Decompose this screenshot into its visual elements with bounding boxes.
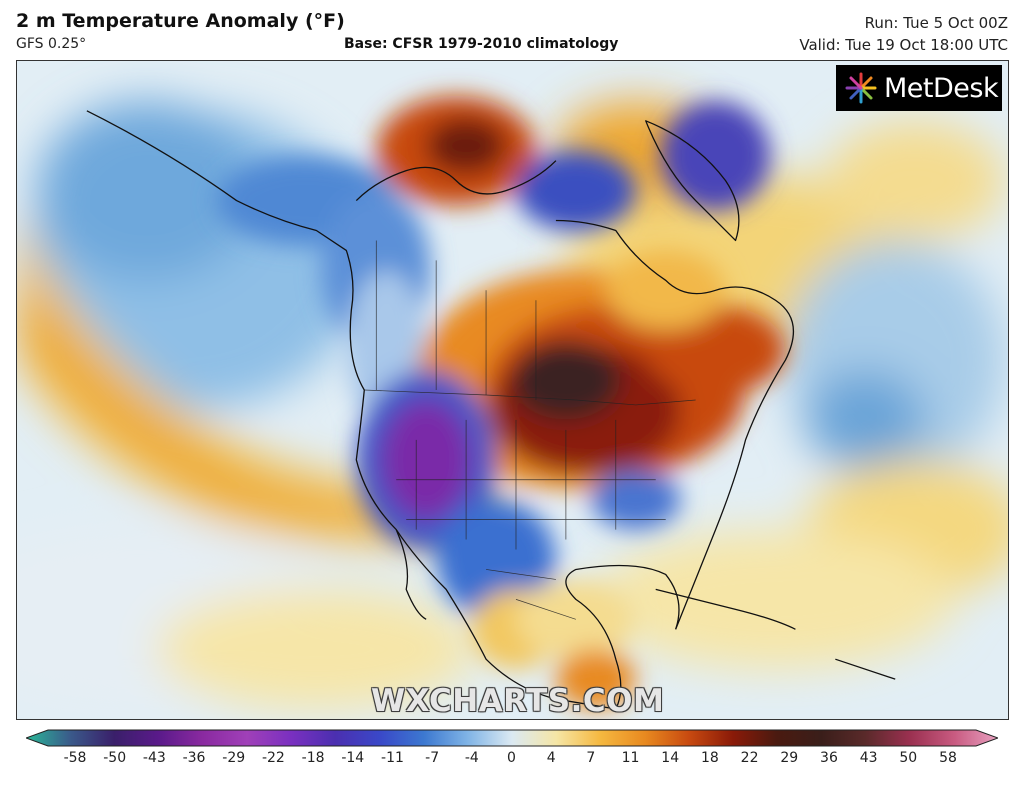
colorbar-tick-label: -29 bbox=[222, 750, 246, 766]
colorbar-tick-label: 0 bbox=[507, 750, 516, 766]
colorbar-tick-label: 11 bbox=[621, 750, 640, 766]
ocean-anomaly-field bbox=[17, 100, 1008, 710]
colorbar bbox=[26, 729, 998, 747]
colorbar-tick-label: -7 bbox=[425, 750, 440, 766]
colorbar-tick-label: -11 bbox=[381, 750, 404, 766]
colorbar-tick-label: -18 bbox=[301, 750, 325, 766]
colorbar-tick-label: -14 bbox=[341, 750, 365, 766]
run-time-label: Run: Tue 5 Oct 00Z bbox=[864, 14, 1008, 32]
map-panel[interactable]: MetDesk WXCHARTS.COM bbox=[16, 60, 1009, 720]
colorbar-tick-label: 29 bbox=[780, 750, 799, 766]
colorbar-tick-label: 7 bbox=[586, 750, 596, 766]
metdesk-sunburst-icon bbox=[845, 72, 877, 104]
colorbar-tick-label: 50 bbox=[899, 750, 918, 766]
logo-text: MetDesk bbox=[884, 72, 999, 104]
metdesk-logo: MetDesk bbox=[836, 65, 1002, 111]
colorbar-tick-label: -43 bbox=[142, 750, 166, 766]
political-borders bbox=[364, 240, 696, 620]
colorbar-tick-label: -22 bbox=[261, 750, 285, 766]
colorbar-tick-label: 14 bbox=[661, 750, 680, 766]
colorbar-tick-label: -36 bbox=[182, 750, 206, 766]
colorbar-tick-label: 43 bbox=[859, 750, 878, 766]
colorbar-tick-label: 58 bbox=[939, 750, 957, 766]
coastlines bbox=[86, 110, 896, 710]
climatology-base-label: Base: CFSR 1979-2010 climatology bbox=[344, 36, 619, 52]
colorbar-tick-label: 4 bbox=[546, 750, 556, 766]
colorbar-tick-label: 22 bbox=[740, 750, 759, 766]
valid-time-label: Valid: Tue 19 Oct 18:00 UTC bbox=[799, 36, 1008, 54]
colorbar-tick-label: -4 bbox=[464, 750, 479, 766]
chart-title: 2 m Temperature Anomaly (°F) bbox=[16, 10, 345, 32]
colorbar-tick-label: 18 bbox=[700, 750, 719, 766]
colorbar-bar bbox=[26, 729, 998, 747]
colorbar-tick-label: -50 bbox=[103, 750, 127, 766]
model-label: GFS 0.25° bbox=[16, 36, 87, 52]
colorbar-tick-label: -58 bbox=[63, 750, 87, 766]
colorbar-tick-labels: -58 -50 -43 -36 -29 -22 -18 -14 -11 -7 -4 0 4 7 11 14 18… bbox=[0, 750, 1024, 772]
temperature-anomaly-map[interactable] bbox=[17, 61, 1008, 719]
colorbar-tick-label: 36 bbox=[820, 750, 838, 766]
wxcharts-watermark: WXCHARTS.COM bbox=[371, 683, 665, 719]
